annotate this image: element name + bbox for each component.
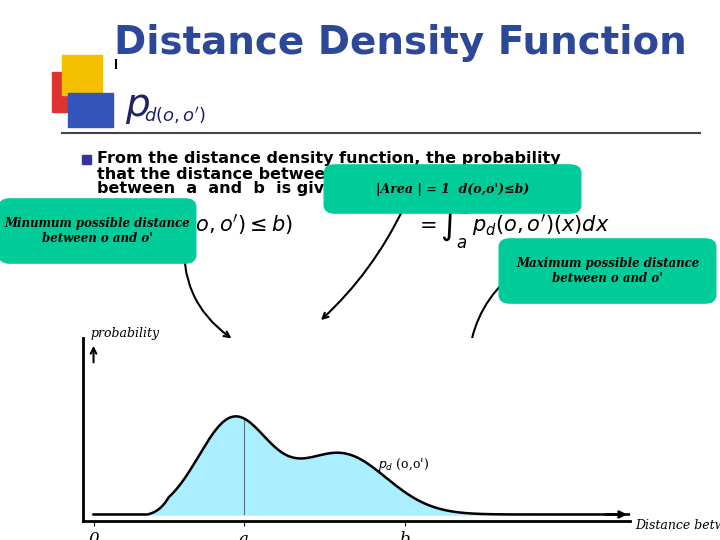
Text: probability: probability — [91, 327, 160, 340]
Text: between  a  and  b  is given by: between a and b is given by — [97, 181, 374, 197]
Bar — [62, 55, 102, 95]
Text: Maximum possible distance
between o and o': Maximum possible distance between o and … — [516, 257, 699, 285]
Bar — [68, 93, 113, 127]
Text: $\mathit{p}$: $\mathit{p}$ — [125, 90, 150, 126]
Text: $\int_a^b$: $\int_a^b$ — [440, 199, 472, 251]
Bar — [52, 72, 92, 112]
Text: $P(a \leq d(o, o') \leq b)$: $P(a \leq d(o, o') \leq b)$ — [115, 213, 293, 238]
Text: that the distance between two uncertain objects is: that the distance between two uncertain … — [97, 166, 560, 181]
Text: From the distance density function, the probability: From the distance density function, the … — [97, 152, 561, 166]
Bar — [82, 155, 91, 164]
Text: Distance Density Function: Distance Density Function — [114, 24, 686, 62]
Text: Distance between o and o': Distance between o and o' — [635, 519, 720, 532]
Text: $=$: $=$ — [415, 215, 436, 234]
Text: $p_d(o, o')(x)dx$: $p_d(o, o')(x)dx$ — [472, 212, 610, 238]
Text: $\mathit{d(o,o')}$: $\mathit{d(o,o')}$ — [144, 105, 206, 125]
Text: Minumum possible distance
between o and o': Minumum possible distance between o and … — [5, 217, 190, 245]
Text: $\mathit{p_d}$ (o,o'): $\mathit{p_d}$ (o,o') — [378, 456, 429, 473]
Text: |Area | = 1  d(o,o')≤b): |Area | = 1 d(o,o')≤b) — [376, 183, 529, 195]
